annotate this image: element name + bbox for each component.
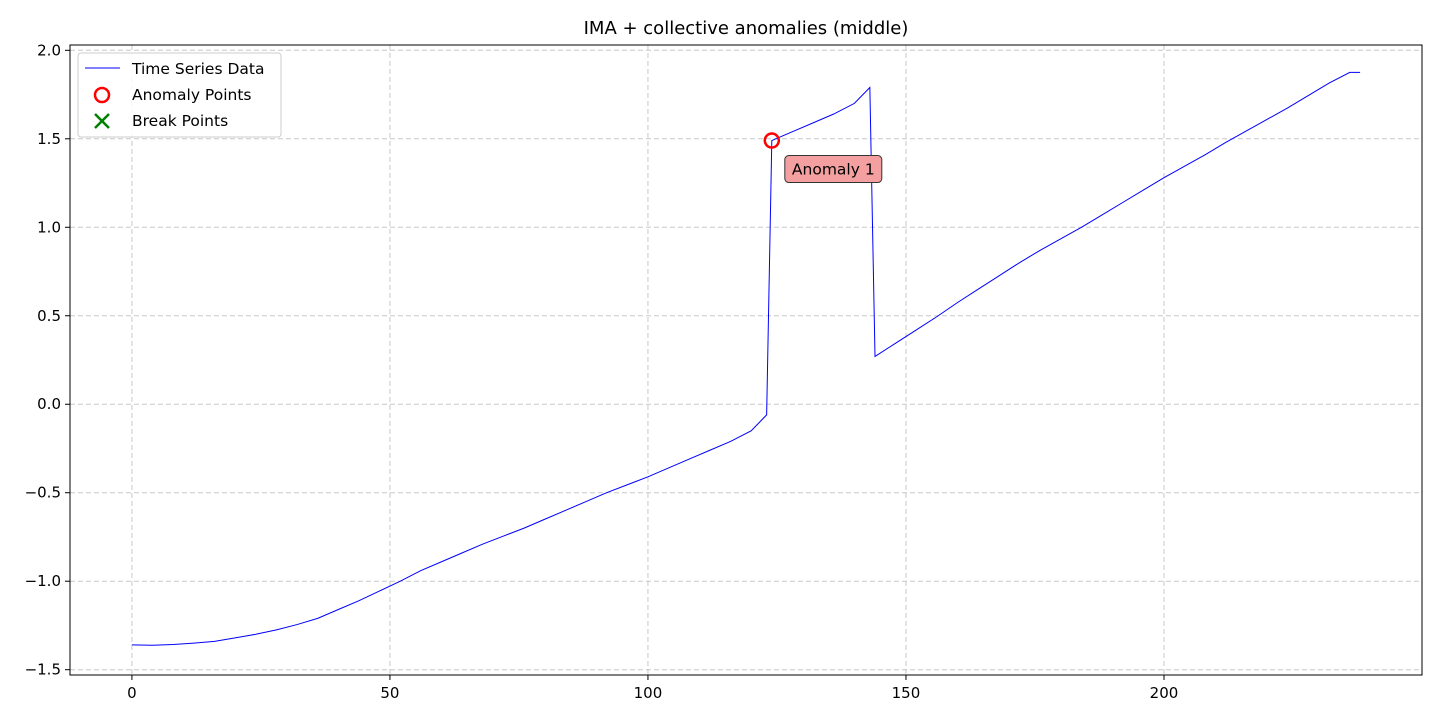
y-tick-label: −1.0	[25, 572, 61, 590]
plot-frame	[69, 44, 1423, 676]
plot-series	[131, 71, 1361, 646]
legend-label-anomaly: Anomaly Points	[132, 86, 251, 104]
time-series-line	[131, 71, 1361, 646]
x-tick-label: 200	[1150, 684, 1179, 702]
y-tick-label: 0.5	[37, 307, 61, 325]
x-tick-label: 0	[127, 684, 137, 702]
legend: Time Series Data Anomaly Points Break Po…	[77, 52, 282, 138]
annotation-label: Anomaly 1	[792, 161, 875, 179]
annotation-layer: Anomaly 1	[784, 155, 883, 184]
axis-ticks: 0 50 100 150 200 −1.5 −1.0 −0.5 0.0 0.5 1.0 1.5 2.0	[25, 41, 1179, 702]
legend-label-series: Time Series Data	[131, 60, 264, 78]
y-tick-label: 2.0	[37, 41, 61, 59]
y-tick-label: 0.0	[37, 395, 61, 413]
y-tick-label: 1.0	[37, 218, 61, 236]
annotation-box	[784, 155, 883, 184]
x-tick-label: 150	[892, 684, 921, 702]
legend-x-swatch	[94, 113, 110, 129]
x-tick-label: 50	[380, 684, 399, 702]
y-tick-label: 1.5	[37, 130, 61, 148]
grid-lines	[70, 45, 1422, 675]
x-tick-label: 100	[634, 684, 663, 702]
y-tick-label: −1.5	[25, 661, 61, 679]
anomaly-annotation: Anomaly 1	[784, 155, 883, 184]
chart-title: IMA + collective anomalies (middle)	[584, 18, 909, 39]
y-tick-label: −0.5	[25, 484, 61, 502]
legend-box	[77, 52, 282, 138]
legend-label-break: Break Points	[132, 112, 228, 130]
legend-circle-swatch	[93, 86, 111, 104]
anomaly-point	[763, 132, 781, 149]
